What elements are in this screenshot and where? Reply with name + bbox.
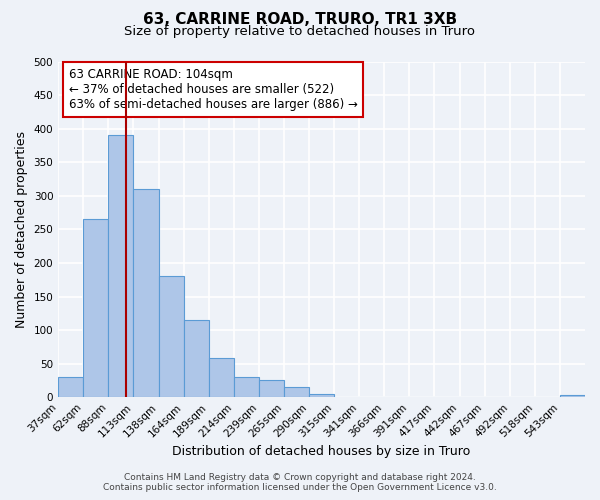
Bar — [133, 189, 158, 397]
Bar — [184, 320, 209, 397]
Bar — [58, 377, 83, 397]
Text: Size of property relative to detached houses in Truro: Size of property relative to detached ho… — [125, 25, 476, 38]
X-axis label: Distribution of detached houses by size in Truro: Distribution of detached houses by size … — [172, 444, 471, 458]
Bar — [234, 377, 259, 397]
Bar — [158, 276, 184, 397]
Bar — [209, 358, 234, 397]
Bar — [83, 220, 109, 397]
Text: 63, CARRINE ROAD, TRURO, TR1 3XB: 63, CARRINE ROAD, TRURO, TR1 3XB — [143, 12, 457, 28]
Bar — [560, 395, 585, 397]
Text: Contains HM Land Registry data © Crown copyright and database right 2024.
Contai: Contains HM Land Registry data © Crown c… — [103, 473, 497, 492]
Y-axis label: Number of detached properties: Number of detached properties — [15, 131, 28, 328]
Bar — [309, 394, 334, 397]
Bar — [284, 387, 309, 397]
Text: 63 CARRINE ROAD: 104sqm
← 37% of detached houses are smaller (522)
63% of semi-d: 63 CARRINE ROAD: 104sqm ← 37% of detache… — [69, 68, 358, 111]
Bar — [259, 380, 284, 397]
Bar — [109, 136, 133, 397]
